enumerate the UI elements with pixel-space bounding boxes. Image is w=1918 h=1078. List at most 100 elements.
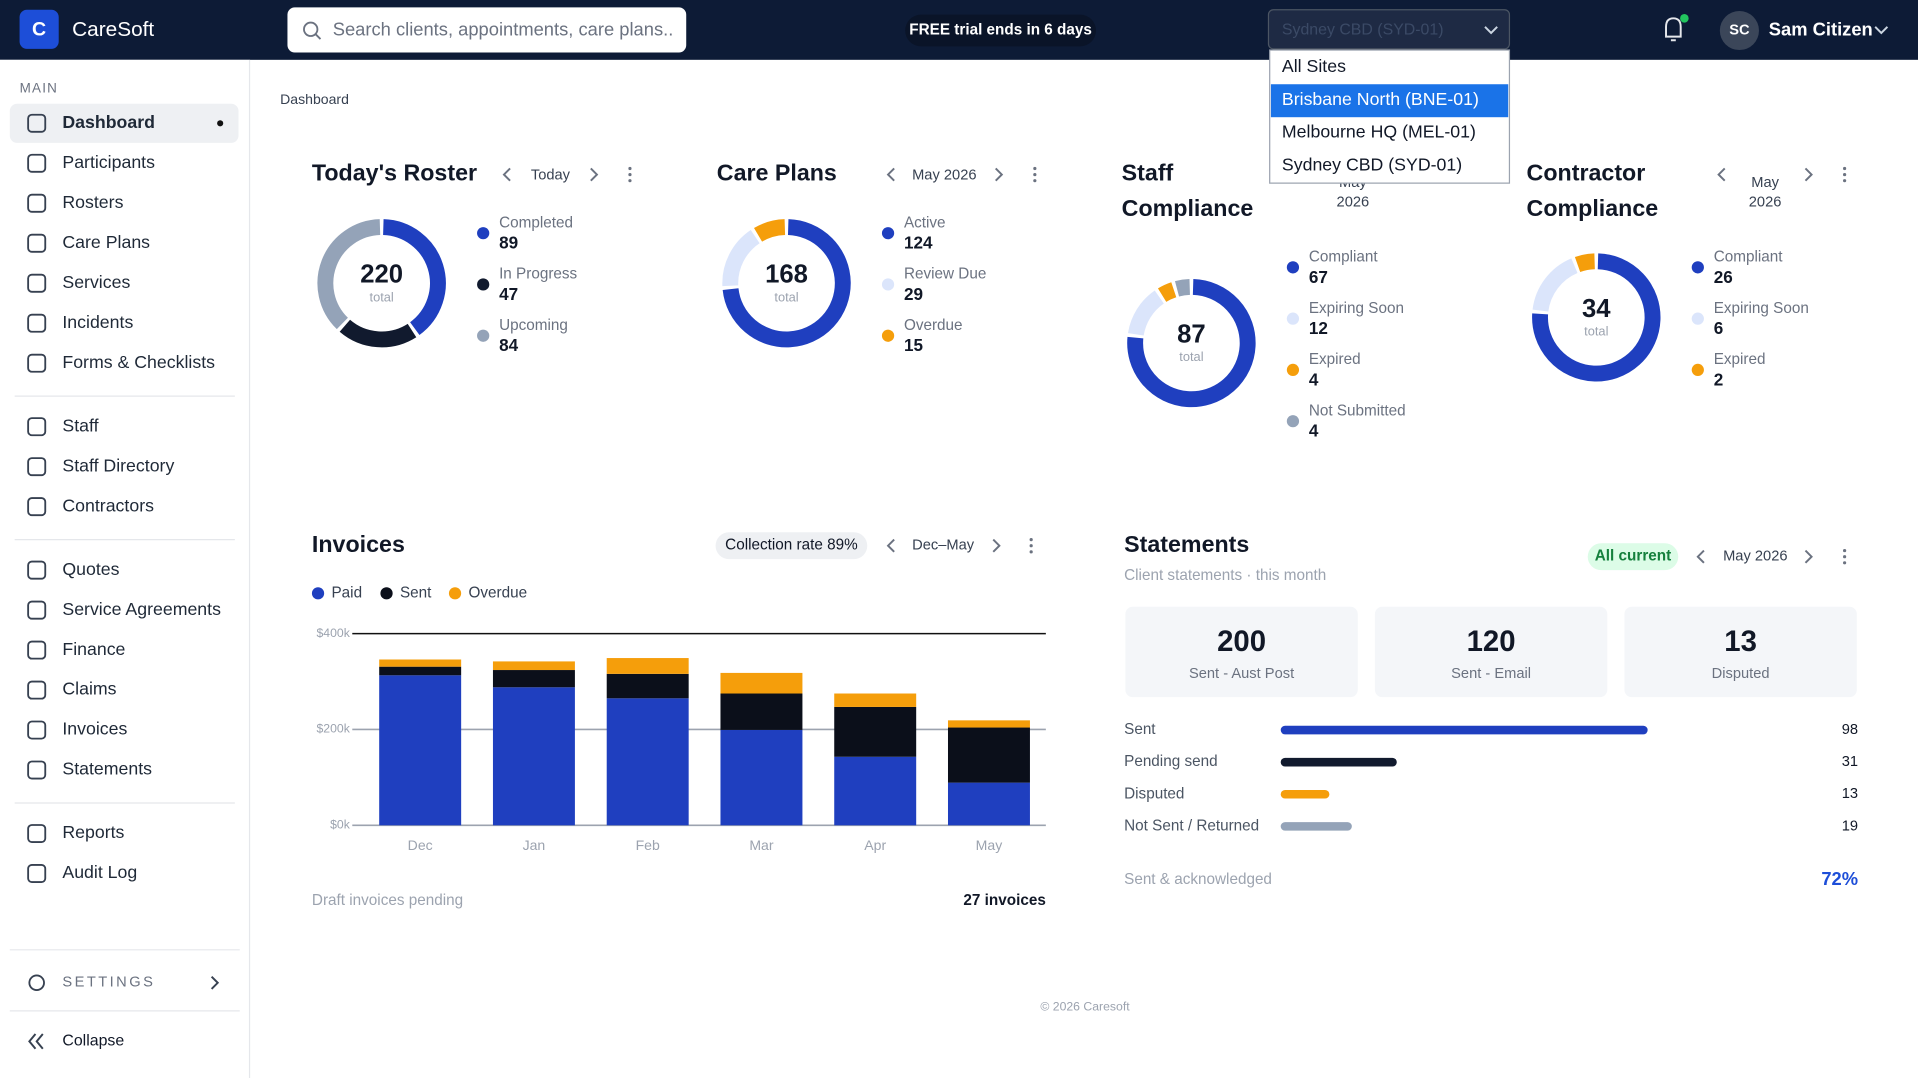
nav-item[interactable]: Staff Directory xyxy=(62,455,174,475)
nav-icon xyxy=(27,193,47,213)
nav-item[interactable]: Incidents xyxy=(62,312,133,332)
nav-item[interactable]: Finance xyxy=(62,639,125,659)
legend-value: 12 xyxy=(1309,319,1328,338)
chevron[interactable] xyxy=(1874,26,1889,35)
chevron[interactable] xyxy=(886,167,895,182)
page-footer: © 2026 Caresoft xyxy=(1040,999,1130,1013)
dropdown-option[interactable]: All Sites xyxy=(1282,56,1346,76)
breadcrumb: Dashboard xyxy=(280,91,349,107)
nav-item[interactable]: Services xyxy=(62,272,130,292)
stat-value: 13 xyxy=(1724,625,1757,658)
nav-item[interactable]: Invoices xyxy=(62,719,127,739)
nav-icon xyxy=(27,417,47,437)
menu-dot[interactable] xyxy=(1843,555,1847,559)
chevron[interactable] xyxy=(992,538,1001,553)
x-tick-label: Apr xyxy=(864,837,886,853)
donut-total: 87 xyxy=(1177,321,1206,349)
section-label: MAIN xyxy=(20,81,59,96)
menu-dot[interactable] xyxy=(628,179,632,183)
nav-item[interactable]: Staff xyxy=(62,415,98,435)
nav-item[interactable]: Audit Log xyxy=(62,862,137,882)
nav-icon xyxy=(27,720,47,740)
site-select-value: Sydney CBD (SYD-01) xyxy=(1282,22,1444,39)
nav-item[interactable]: Contractors xyxy=(62,495,154,515)
nav-item[interactable]: Claims xyxy=(62,679,116,699)
menu-dot[interactable] xyxy=(1033,166,1037,171)
menu-dot[interactable] xyxy=(1843,179,1847,183)
user-name[interactable]: Sam Citizen xyxy=(1769,18,1873,39)
breakdown-value: 31 xyxy=(1842,754,1858,770)
footer-label: Sent & acknowledged xyxy=(1124,871,1272,888)
legend-dot xyxy=(881,278,895,291)
bar-segment xyxy=(379,659,462,667)
menu-dot[interactable] xyxy=(1843,561,1847,565)
nav-icon xyxy=(27,600,47,620)
menu-dot[interactable] xyxy=(628,172,632,177)
legend-label: Overdue xyxy=(904,317,963,334)
nav-item[interactable]: Care Plans xyxy=(62,232,150,252)
dropdown-option[interactable]: Melbourne HQ (MEL-01) xyxy=(1282,122,1476,142)
menu-dot[interactable] xyxy=(1033,172,1037,177)
y-tick-label: $200k xyxy=(317,722,351,736)
dropdown-option[interactable]: Sydney CBD (SYD-01) xyxy=(1282,155,1462,175)
nav-item[interactable]: Dashboard xyxy=(62,112,155,132)
legend-dot xyxy=(477,329,490,342)
active-dot xyxy=(217,120,224,127)
menu-dot[interactable] xyxy=(1029,550,1033,554)
collapse-label[interactable]: Collapse xyxy=(62,1033,124,1050)
bar-segment xyxy=(492,670,575,688)
breakdown-label: Disputed xyxy=(1124,785,1184,802)
badge xyxy=(715,532,868,560)
breakdown-value: 98 xyxy=(1842,722,1858,738)
chevron[interactable] xyxy=(590,167,599,182)
chevron[interactable] xyxy=(210,975,220,990)
legend-label: Paid xyxy=(331,584,362,601)
nav-item[interactable]: Reports xyxy=(62,822,124,842)
chevron[interactable] xyxy=(502,167,511,182)
nav-item[interactable]: Statements xyxy=(62,759,152,779)
nav-item[interactable]: Rosters xyxy=(62,192,123,212)
menu-dot[interactable] xyxy=(1029,544,1033,548)
chevron[interactable] xyxy=(1717,167,1726,182)
nav-item[interactable]: Quotes xyxy=(62,559,119,579)
legend-value: 4 xyxy=(1309,422,1319,441)
search-box[interactable] xyxy=(287,7,687,53)
menu-dot[interactable] xyxy=(1843,172,1847,177)
legend-dot xyxy=(1691,261,1704,274)
chevron[interactable] xyxy=(886,538,895,553)
chevron[interactable] xyxy=(1696,549,1705,564)
donut-segment xyxy=(1174,278,1191,297)
legend-dot xyxy=(1286,363,1300,377)
menu-dot[interactable] xyxy=(628,166,632,171)
menu-dot[interactable] xyxy=(1843,549,1847,553)
bar-segment xyxy=(947,727,1030,783)
nav-item[interactable]: Participants xyxy=(62,152,155,172)
settings-label[interactable]: SETTINGS xyxy=(62,975,155,991)
donut-total-label: total xyxy=(1179,349,1203,364)
nav-icon xyxy=(27,457,47,477)
bell-icon[interactable] xyxy=(1665,17,1682,42)
chevron[interactable] xyxy=(1484,26,1498,35)
nav-icon xyxy=(27,560,47,580)
menu-dot[interactable] xyxy=(1029,538,1033,542)
site-select[interactable] xyxy=(1267,9,1511,50)
footer-value: 27 invoices xyxy=(963,892,1045,909)
menu-dot[interactable] xyxy=(1843,166,1847,171)
menu-dot[interactable] xyxy=(1033,179,1037,183)
nav-item[interactable]: Forms & Checklists xyxy=(62,352,215,372)
card-title: Invoices xyxy=(312,531,405,557)
breakdown-label: Not Sent / Returned xyxy=(1124,817,1259,834)
dropdown-option[interactable]: Brisbane North (BNE-01) xyxy=(1282,89,1479,109)
chevron[interactable] xyxy=(1804,549,1813,564)
legend-label: Compliant xyxy=(1309,249,1379,266)
nav-icon xyxy=(27,153,47,173)
donut-segment xyxy=(339,319,417,348)
nav-item[interactable]: Service Agreements xyxy=(62,599,221,619)
chevron[interactable] xyxy=(1804,167,1813,182)
chevron[interactable] xyxy=(995,167,1004,182)
donut-segment xyxy=(382,219,446,336)
search-icon xyxy=(303,21,319,37)
card-title: Contractor xyxy=(1527,160,1646,186)
avatar[interactable] xyxy=(1719,10,1759,51)
y-tick-label: $0k xyxy=(330,818,351,832)
